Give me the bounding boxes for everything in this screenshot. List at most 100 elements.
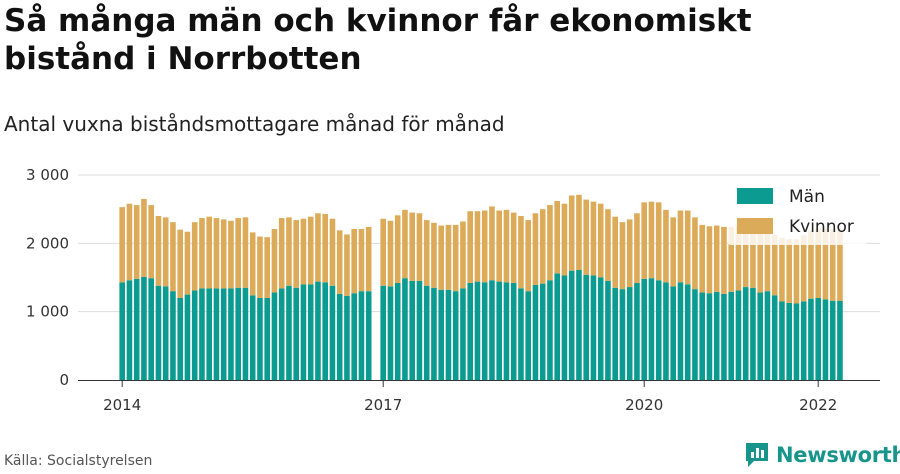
bar-kvinna [605, 209, 611, 281]
bar-man [837, 300, 843, 380]
legend-label: Kvinnor [789, 217, 854, 237]
bar-man [525, 291, 531, 380]
bar-man [750, 287, 756, 380]
bar-man [431, 287, 437, 380]
bar-man [119, 282, 125, 380]
bar-kvinna [713, 225, 720, 292]
bar-man [489, 280, 495, 380]
bar-kvinna [539, 209, 546, 284]
bar-man [206, 288, 212, 380]
bar-man [423, 285, 430, 380]
bar-kvinna [329, 218, 336, 286]
bar-man [445, 289, 452, 380]
bar-kvinna [184, 231, 191, 295]
bar-kvinna [293, 220, 299, 288]
bar-kvinna [148, 205, 154, 279]
bar-man [460, 288, 466, 380]
bar-kvinna [554, 200, 560, 274]
bar-man [539, 283, 546, 380]
bar-kvinna [394, 215, 401, 283]
x-tick-label: 2017 [364, 396, 402, 414]
bar-man [336, 293, 343, 380]
bar-kvinna [286, 217, 292, 286]
bar-man [358, 291, 365, 380]
y-tick-label: 3 000 [26, 166, 69, 184]
bar-kvinna [510, 212, 517, 283]
bar-man [735, 290, 742, 380]
bar-man [721, 293, 727, 380]
bar-kvinna [358, 228, 365, 292]
bar-man [822, 299, 829, 380]
bar-man [242, 287, 249, 380]
bar-kvinna [721, 226, 727, 294]
x-tick-label: 2020 [625, 396, 663, 414]
bar-man [271, 292, 278, 380]
y-tick-label: 2 000 [26, 234, 69, 252]
bar-man [365, 291, 372, 380]
bar-kvinna [677, 210, 684, 283]
bar-man [561, 275, 568, 380]
bar-kvinna [380, 218, 386, 286]
bar-kvinna [460, 221, 466, 289]
bar-man [481, 282, 488, 380]
bar-kvinna [568, 195, 575, 271]
bar-man [474, 281, 481, 380]
brand-name: Newsworthy [776, 443, 900, 467]
bar-man [307, 284, 314, 380]
axes: 0 1 000 2 000 3 000 2014 2017 2020 2022 [26, 166, 880, 414]
bar-man [742, 287, 749, 380]
bar-man [547, 280, 553, 380]
bar-kvinna [387, 220, 394, 287]
chart-title: Så många män och kvinnor får ekonomiskt … [4, 3, 752, 77]
bar-kvinna [409, 212, 415, 281]
bar-man [800, 301, 807, 380]
bar-man [503, 282, 510, 380]
bar-man [199, 288, 205, 380]
bar-man [692, 289, 698, 380]
newsworthy-logo-icon [746, 443, 768, 467]
bar-man [655, 280, 662, 380]
bar-kvinna [735, 224, 742, 291]
bar-kvinna [344, 234, 350, 296]
bar-man [351, 293, 357, 380]
bar-kvinna [264, 237, 270, 298]
bar-kvinna [467, 211, 473, 283]
bar-kvinna [351, 228, 357, 294]
bar-kvinna [315, 213, 321, 282]
bar-man [583, 274, 589, 380]
bar-kvinna [808, 230, 814, 299]
bar-kvinna [307, 216, 314, 285]
brand-logo[interactable]: Newsworthy [744, 441, 900, 469]
bar-kvinna [162, 217, 169, 287]
bar-man [344, 295, 350, 380]
bar-kvinna [126, 203, 133, 281]
bar-man [402, 278, 408, 380]
bar-kvinna [663, 209, 669, 283]
bar-kvinna [547, 205, 553, 281]
bar-man [808, 298, 814, 380]
bar-kvinna [402, 209, 408, 279]
bar-man [713, 291, 720, 380]
bar-man [684, 284, 691, 380]
bar-kvinna [177, 229, 183, 298]
bar-man [184, 294, 191, 380]
bar-kvinna [423, 220, 430, 286]
bar-kvinna [771, 235, 778, 296]
bar-man [771, 295, 778, 380]
bar-man [141, 276, 147, 380]
bar-man [612, 287, 618, 380]
bar-man [286, 285, 292, 380]
bar-man [278, 288, 285, 380]
bar-man [257, 298, 263, 380]
x-tick-label: 2014 [103, 396, 141, 414]
bar-kvinna [684, 210, 691, 285]
source-note: Källa: Socialstyrelsen [4, 453, 153, 469]
bar-kvinna [191, 222, 198, 291]
bar-man [532, 285, 539, 380]
bar-kvinna [213, 218, 220, 289]
bar-kvinna [257, 236, 263, 298]
bar-man [380, 285, 386, 380]
bar-kvinna [199, 218, 205, 289]
bar-man [648, 278, 655, 380]
bar-man [467, 282, 473, 380]
